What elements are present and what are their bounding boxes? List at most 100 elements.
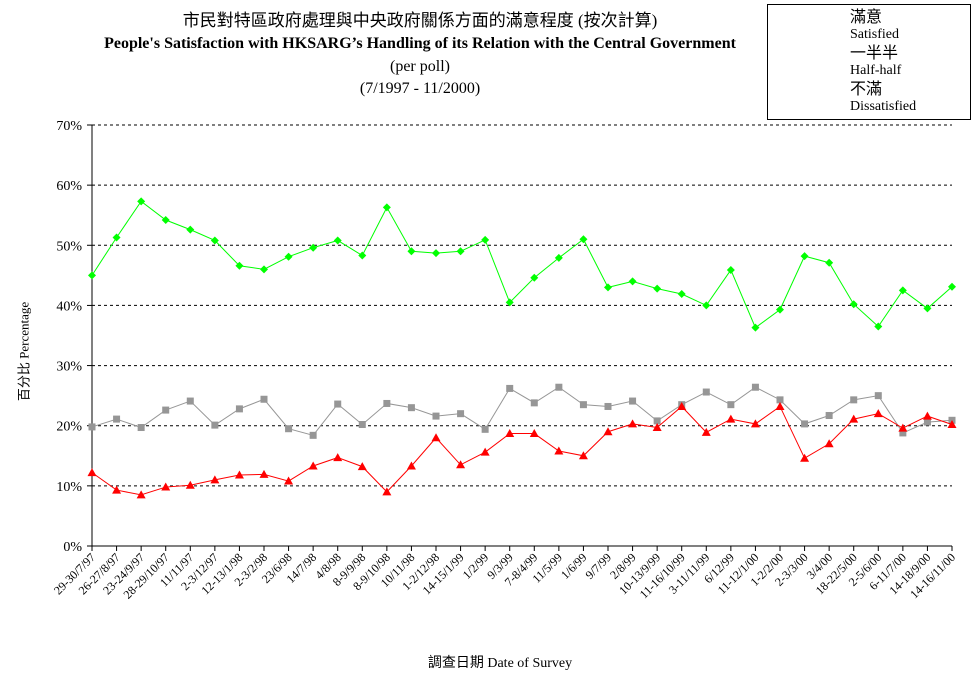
data-point <box>850 396 858 404</box>
data-point <box>849 300 858 309</box>
data-point <box>284 476 294 485</box>
data-point <box>702 388 710 396</box>
data-point <box>431 433 441 442</box>
data-point <box>210 236 219 245</box>
data-point <box>480 447 490 456</box>
title-english: People's Satisfaction with HKSARG’s Hand… <box>104 35 736 52</box>
data-point <box>604 402 612 410</box>
data-point <box>210 475 220 484</box>
legend-label-zh: 不滿 <box>850 81 883 98</box>
data-point <box>88 423 96 431</box>
data-point <box>898 423 908 432</box>
data-point <box>948 282 956 291</box>
data-point <box>629 397 637 405</box>
legend-label-en: Satisfied <box>850 27 899 42</box>
x-tick-label: 1/2/99 <box>460 550 492 582</box>
series-line <box>91 386 953 436</box>
data-point <box>800 453 810 462</box>
data-point <box>727 401 735 409</box>
title-date-range: (7/1997 - 11/2000) <box>359 80 481 97</box>
data-point <box>308 461 318 470</box>
x-tick-label: 1/6/99 <box>558 550 590 582</box>
y-tick-label: 0% <box>63 540 82 555</box>
data-point <box>530 273 539 282</box>
data-point <box>505 298 514 307</box>
y-tick-label: 10% <box>56 480 82 495</box>
data-point <box>186 225 195 234</box>
data-point <box>554 253 563 262</box>
data-point <box>579 235 588 244</box>
data-point <box>383 399 391 407</box>
data-point <box>456 460 466 469</box>
data-point <box>947 420 957 429</box>
y-tick-label: 20% <box>56 420 82 435</box>
y-tick-label: 50% <box>56 239 82 254</box>
legend-label-zh: 一半半 <box>850 45 899 62</box>
data-point <box>726 414 736 423</box>
data-point <box>750 419 760 428</box>
data-point <box>185 480 195 489</box>
data-point <box>506 384 514 392</box>
y-tick-labels: 0% 10% 20% 30% 40% 50% 60% 70% <box>56 119 82 555</box>
data-point <box>702 301 711 310</box>
data-point <box>358 251 367 260</box>
data-point <box>309 431 317 439</box>
data-point <box>628 277 637 286</box>
data-point <box>554 446 564 455</box>
data-point <box>137 424 145 432</box>
y-axis-label: 百分比 Percentage <box>16 301 32 402</box>
axes <box>87 124 953 551</box>
data-point <box>112 233 121 242</box>
data-point <box>382 487 392 496</box>
gridlines <box>92 124 952 487</box>
data-point <box>628 419 638 428</box>
data-point <box>112 485 122 494</box>
legend-item-satisfied: 滿意 Satisfied <box>768 9 970 47</box>
data-point <box>333 236 342 245</box>
legend: 滿意 Satisfied 一半半 Half-half 不滿 Dissatisfi… <box>767 4 971 120</box>
data-point <box>481 235 490 244</box>
data-point <box>899 429 907 437</box>
title-chinese: 市民對特區政府處理與中央政府關係方面的滿意程度 (按次計算) <box>182 11 658 30</box>
data-point <box>923 304 932 313</box>
chart-title: 市民對特區政府處理與中央政府關係方面的滿意程度 (按次計算) People's … <box>40 10 800 100</box>
x-axis-label: 調查日期 Date of Survey <box>427 656 573 671</box>
data-point <box>603 427 613 436</box>
data-point <box>285 425 293 433</box>
data-point <box>801 420 809 428</box>
data-point <box>873 409 883 418</box>
series-line <box>91 405 953 496</box>
series-line <box>91 200 953 329</box>
data-point <box>922 411 932 420</box>
data-point <box>432 249 440 258</box>
data-point <box>849 414 859 423</box>
data-point <box>334 400 342 408</box>
data-point <box>161 216 170 225</box>
y-tick-label: 40% <box>56 299 82 314</box>
legend-item-half-half: 一半半 Half-half <box>768 45 970 83</box>
data-point <box>284 252 293 261</box>
data-point <box>776 305 784 314</box>
data-point <box>579 401 587 409</box>
data-point <box>578 451 588 460</box>
data-point <box>874 322 883 331</box>
data-point <box>137 197 146 206</box>
x-tick-label: 9/7/99 <box>583 550 615 582</box>
data-point <box>652 423 662 432</box>
data-point <box>234 470 244 479</box>
y-tick-label: 70% <box>56 119 82 134</box>
series-dissatisfied <box>87 401 957 499</box>
data-point <box>825 258 834 267</box>
data-point <box>259 469 269 478</box>
data-point <box>555 383 563 391</box>
data-point <box>456 247 465 256</box>
data-point <box>923 418 931 426</box>
data-point <box>113 415 121 423</box>
data-point <box>406 461 416 470</box>
data-point <box>309 243 318 252</box>
legend-item-dissatisfied: 不滿 Dissatisfied <box>768 81 970 119</box>
data-point <box>432 412 440 420</box>
data-point <box>726 265 735 274</box>
data-point <box>235 405 243 413</box>
